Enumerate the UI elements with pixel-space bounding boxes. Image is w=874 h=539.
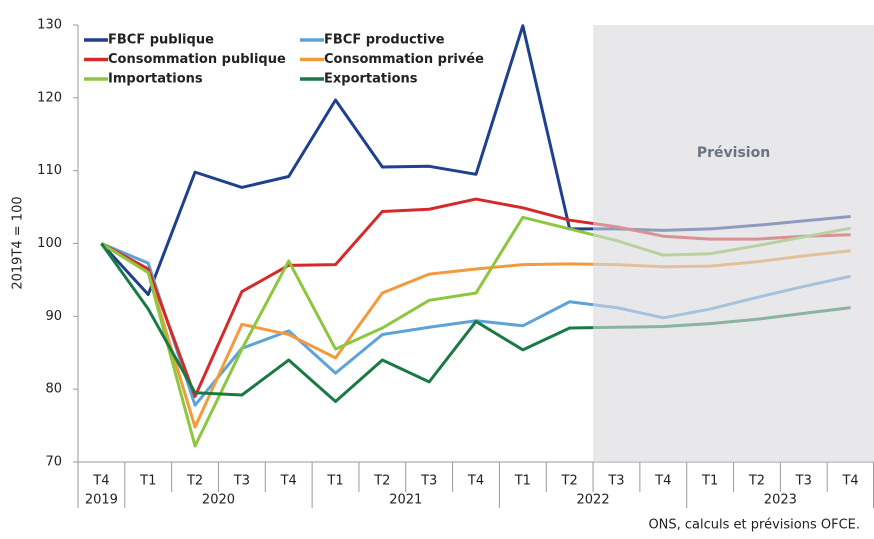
year-label: 2020: [202, 493, 235, 508]
x-tick-label: T3: [607, 474, 624, 489]
legend-label: FBCF productive: [324, 33, 445, 48]
legend-label: FBCF publique: [108, 33, 214, 48]
y-tick-label: 70: [45, 455, 62, 470]
y-tick-label: 130: [37, 18, 62, 33]
forecast-area: [593, 25, 874, 462]
y-axis-label: 2019T4 = 100: [11, 196, 26, 289]
year-label: 2023: [764, 493, 797, 508]
legend-label: Importations: [108, 72, 203, 87]
forecast-label: Prévision: [697, 145, 770, 161]
x-tick-label: T1: [326, 474, 343, 489]
x-tick-label: T2: [748, 474, 765, 489]
x-tick-label: T2: [186, 474, 203, 489]
x-tick-label: T3: [795, 474, 812, 489]
x-tick-label: T4: [654, 474, 671, 489]
x-tick-label: T4: [92, 474, 109, 489]
x-tick-label: T4: [467, 474, 484, 489]
x-tick-label: T3: [233, 474, 250, 489]
y-tick-label: 120: [37, 90, 62, 105]
legend-label: Exportations: [324, 72, 418, 87]
year-label: 2019: [85, 493, 118, 508]
x-tick-label: T2: [373, 474, 390, 489]
legend-label: Consommation privée: [324, 52, 484, 67]
y-tick-label: 90: [45, 309, 62, 324]
year-label: 2022: [577, 493, 610, 508]
y-tick-label: 100: [37, 236, 62, 251]
x-tick-label: T3: [420, 474, 437, 489]
x-tick-label: T4: [841, 474, 858, 489]
x-tick-label: T2: [561, 474, 578, 489]
y-tick-label: 80: [45, 382, 62, 397]
year-label: 2021: [389, 493, 422, 508]
x-tick-label: T1: [514, 474, 531, 489]
x-tick-label: T1: [139, 474, 156, 489]
x-tick-label: T1: [701, 474, 718, 489]
y-tick-label: 110: [37, 163, 62, 178]
legend-label: Consommation publique: [108, 52, 286, 67]
legend: FBCF publique FBCF productive Consommation…: [84, 33, 484, 87]
source: ONS, calculs et prévisions OFCE.: [648, 518, 860, 533]
x-tick-label: T4: [280, 474, 297, 489]
